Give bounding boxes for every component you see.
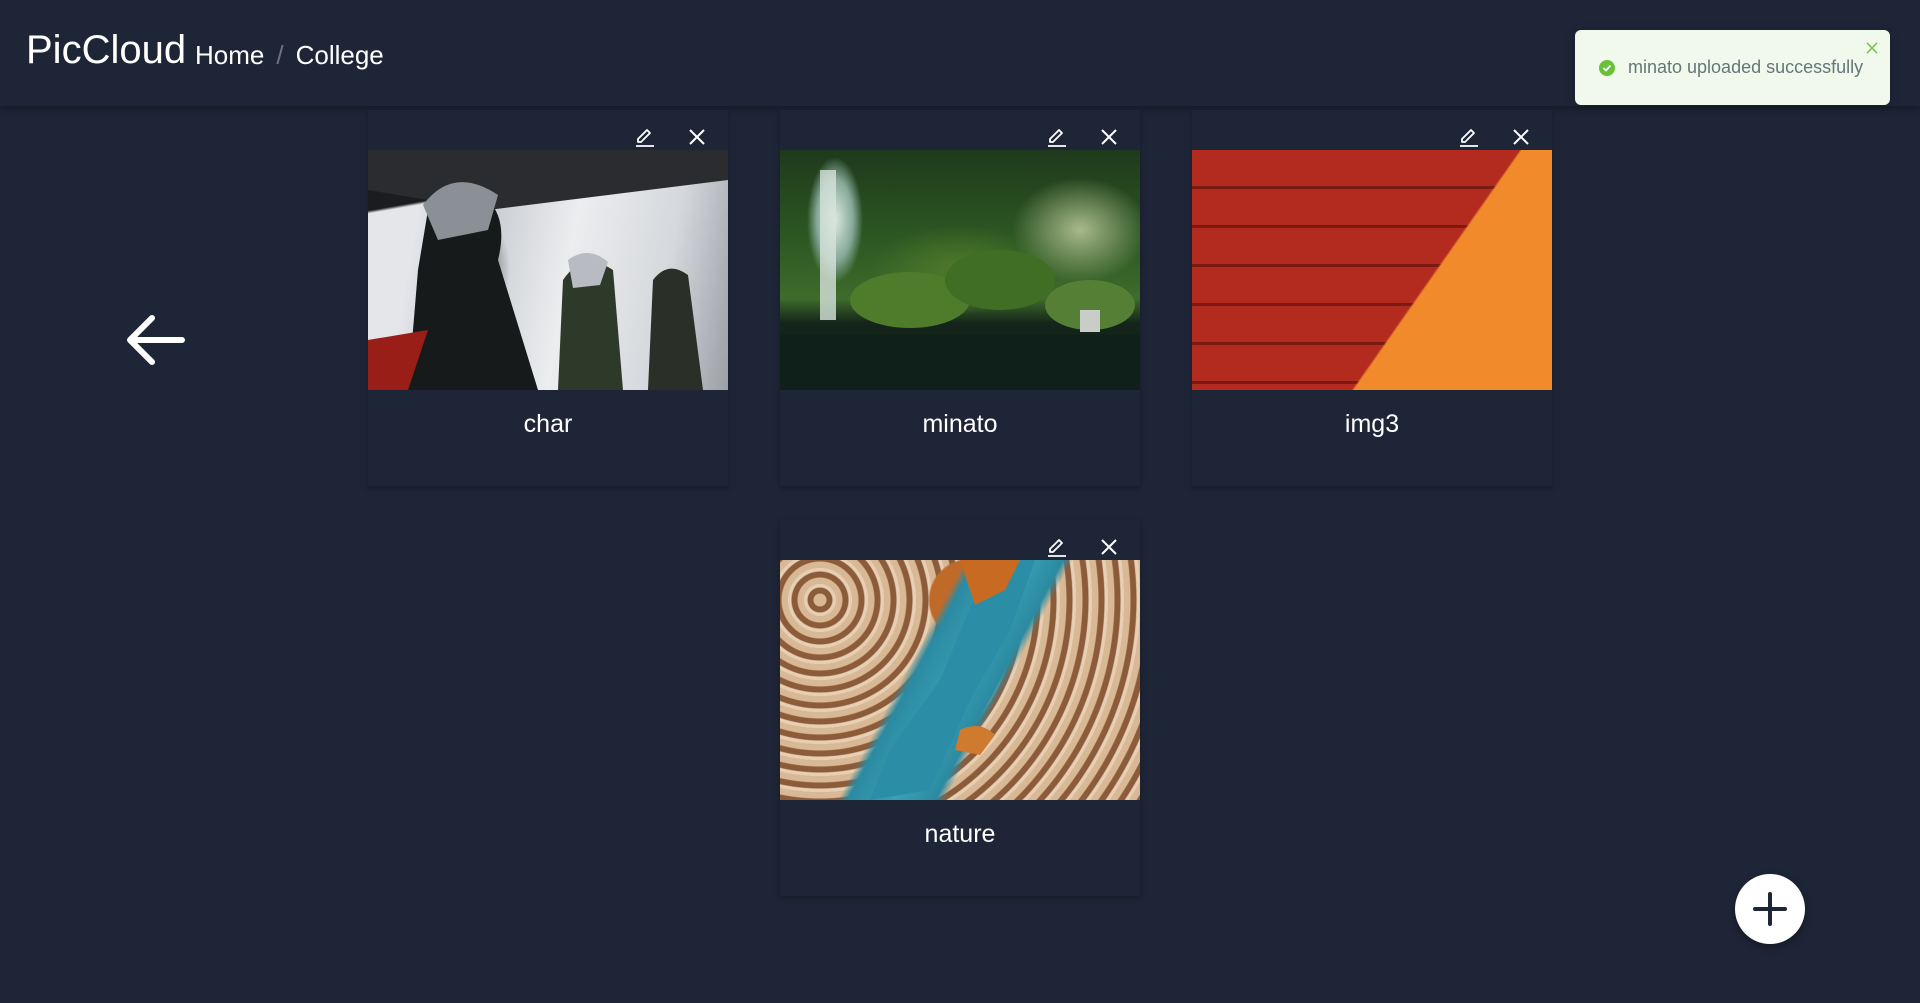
close-icon[interactable] [684, 124, 710, 150]
image-thumbnail[interactable] [780, 150, 1140, 390]
check-circle-icon [1599, 60, 1615, 76]
close-icon[interactable] [1508, 124, 1534, 150]
gallery-card[interactable]: char [368, 110, 728, 486]
card-title: img3 [1344, 410, 1400, 438]
gallery-card[interactable]: img3 [1192, 110, 1552, 486]
close-icon[interactable] [1096, 534, 1122, 560]
image-thumbnail[interactable] [1192, 150, 1552, 390]
toast-message: minato uploaded successfully [1628, 57, 1864, 77]
card-actions [632, 124, 710, 150]
pencil-icon[interactable] [1044, 534, 1070, 560]
close-icon[interactable] [1096, 124, 1122, 150]
breadcrumb-college: College [295, 40, 384, 70]
card-title: char [523, 410, 573, 438]
arrow-left-icon[interactable] [124, 312, 186, 368]
plus-icon [1753, 892, 1787, 926]
brand-logo[interactable]: PicCloud [26, 28, 187, 72]
gallery-card[interactable]: minato [780, 110, 1140, 486]
pencil-icon[interactable] [1044, 124, 1070, 150]
card-actions [1044, 534, 1122, 560]
close-icon[interactable] [1864, 40, 1880, 56]
image-thumbnail[interactable] [780, 560, 1140, 800]
image-thumbnail[interactable] [368, 150, 728, 390]
breadcrumb-separator: / [276, 40, 284, 70]
breadcrumb-home[interactable]: Home [195, 40, 265, 70]
pencil-icon[interactable] [1456, 124, 1482, 150]
card-title: minato [922, 410, 998, 438]
card-actions [1456, 124, 1534, 150]
card-actions [1044, 124, 1122, 150]
success-toast: minato uploaded successfully [1575, 30, 1890, 105]
card-title: nature [924, 820, 996, 848]
gallery-card[interactable]: nature [780, 520, 1140, 896]
add-image-button[interactable] [1735, 874, 1805, 944]
breadcrumb: Home / College [195, 40, 384, 71]
pencil-icon[interactable] [632, 124, 658, 150]
